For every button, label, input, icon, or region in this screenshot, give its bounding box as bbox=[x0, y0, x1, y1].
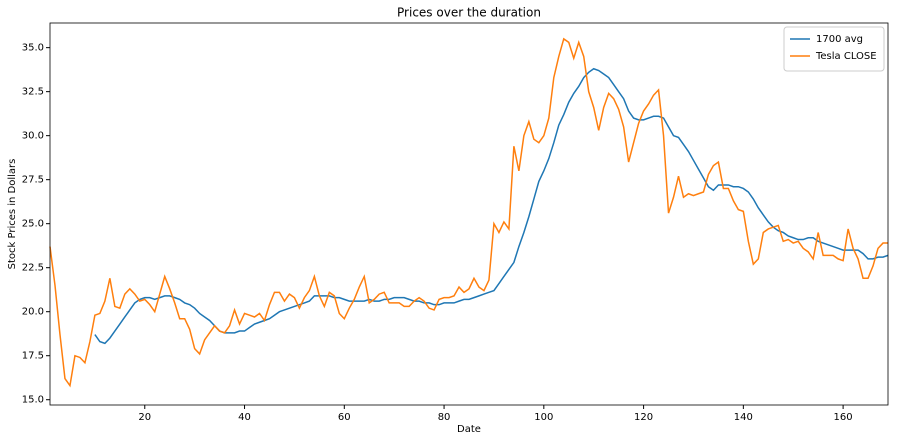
y-tick-label: 25.0 bbox=[22, 219, 44, 230]
line-series bbox=[49, 37, 888, 388]
line-series bbox=[94, 67, 889, 345]
chart-title: Prices over the duration bbox=[397, 6, 541, 20]
y-tick-label: 27.5 bbox=[22, 175, 44, 186]
x-tick-label: 20 bbox=[138, 412, 151, 423]
legend-label: Tesla CLOSE bbox=[815, 51, 877, 62]
y-tick-label: 20.0 bbox=[22, 307, 44, 318]
x-tick-label: 40 bbox=[238, 412, 251, 423]
y-tick-label: 30.0 bbox=[22, 131, 44, 142]
x-tick-label: 160 bbox=[834, 412, 853, 423]
y-tick-label: 22.5 bbox=[22, 263, 44, 274]
y-tick-label: 35.0 bbox=[22, 43, 44, 54]
x-tick-label: 100 bbox=[534, 412, 553, 423]
x-axis-label: Date bbox=[457, 424, 481, 435]
legend-box bbox=[783, 26, 885, 72]
x-tick-label: 60 bbox=[338, 412, 351, 423]
y-tick-label: 15.0 bbox=[22, 395, 44, 406]
y-tick-label: 17.5 bbox=[22, 351, 44, 362]
y-axis-label: Stock Prices in Dollars bbox=[7, 159, 18, 270]
x-tick-label: 120 bbox=[634, 412, 653, 423]
y-tick-label: 32.5 bbox=[22, 87, 44, 98]
x-tick-label: 80 bbox=[438, 412, 451, 423]
legend-label: 1700 avg bbox=[816, 34, 863, 45]
plot-frame bbox=[49, 22, 889, 406]
x-tick-label: 140 bbox=[734, 412, 753, 423]
